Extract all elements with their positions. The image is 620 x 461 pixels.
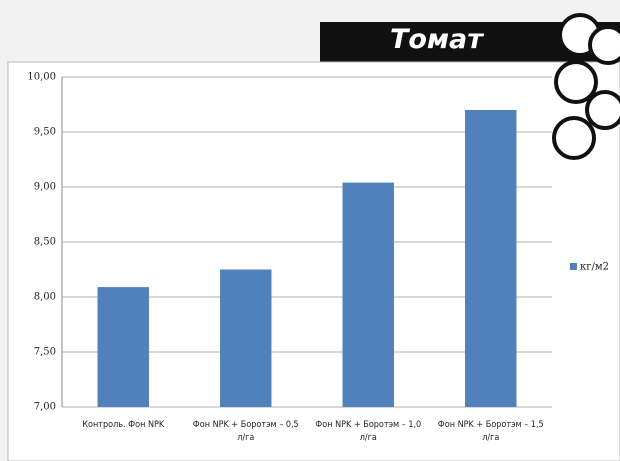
x-tick-label: Фон NPK + Боротэм – 1,5 л/га [437,420,544,443]
x-tick-label: Фон NPK + Боротэм – 0,5 л/га [192,420,299,443]
legend-label: кг/м2 [580,262,609,273]
legend-swatch [570,263,577,270]
bar [97,287,149,407]
y-tick-label: 10,00 [27,72,56,83]
tomato-icons [552,13,620,160]
bar [220,269,272,407]
y-tick-label: 9,00 [34,182,56,193]
y-tick-label: 7,50 [34,347,56,358]
bar [342,182,394,407]
bar [465,110,517,407]
y-tick-label: 7,00 [34,402,56,413]
slide-title: Томат [390,24,483,55]
y-tick-label: 8,00 [34,292,56,303]
x-tick-label: Контроль. Фон NPK [82,420,165,430]
y-tick-label: 9,50 [34,127,56,138]
x-tick-label: Фон NPK + Боротэм – 1,0 л/га [315,420,422,443]
y-tick-label: 8,50 [34,237,56,248]
